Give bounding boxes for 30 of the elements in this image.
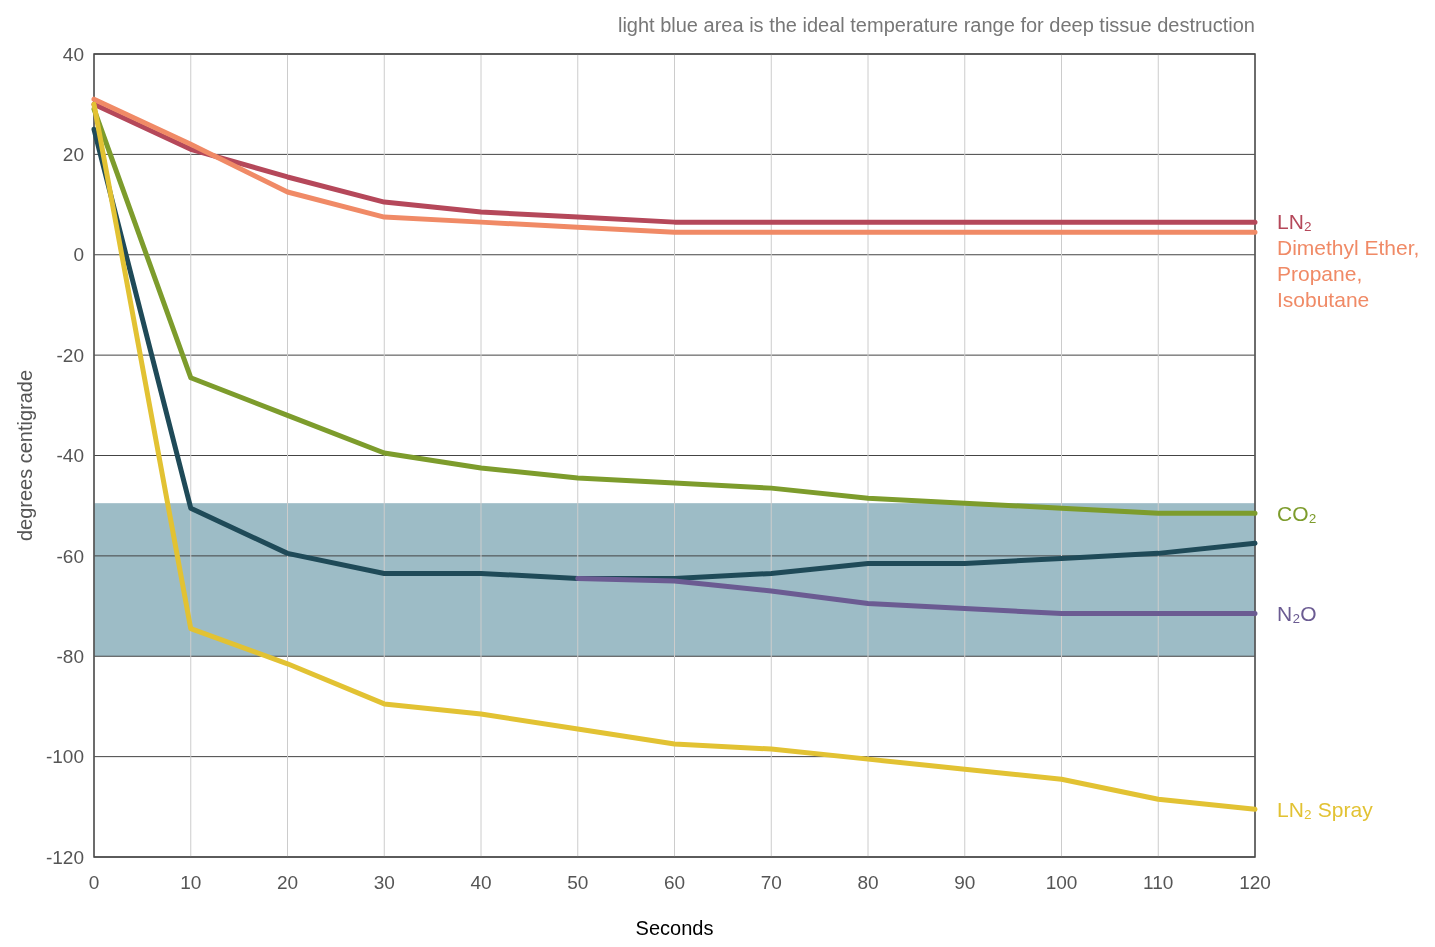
x-tick-label: 30 — [373, 872, 395, 893]
y-tick-label: -100 — [45, 746, 84, 768]
series-label: Dimethyl Ether, Propane, Isobutane — [1277, 236, 1420, 312]
x-tick-label: 20 — [276, 872, 299, 893]
x-tick-label: 70 — [760, 872, 782, 893]
y-axis-title: degrees centigrade — [14, 369, 36, 542]
x-tick-label: 60 — [663, 872, 686, 893]
series-label: N₂O — [1277, 601, 1317, 625]
x-axis-title: Seconds — [635, 917, 714, 939]
x-tick-label: 50 — [567, 872, 589, 893]
x-tick-label: 10 — [180, 872, 202, 893]
x-tick-label: 100 — [1045, 872, 1078, 893]
text: light blue area is the ideal temperature range for deep tissue destruction — [617, 14, 1255, 36]
y-tick-label: 0 — [73, 244, 84, 266]
y-tick-label: -20 — [56, 344, 84, 366]
x-tick-label: 110 — [1143, 872, 1174, 893]
y-tick-label: -60 — [56, 545, 84, 567]
y-tick-label: -40 — [56, 445, 84, 467]
y-tick-label: -120 — [45, 846, 84, 868]
x-tick-label: 40 — [470, 872, 492, 893]
series-label: LN₂ — [1277, 210, 1312, 234]
y-tick-label: -80 — [56, 645, 84, 667]
y-tick-label: 20 — [62, 144, 84, 166]
series-label: LN₂ Spray — [1277, 797, 1374, 821]
x-tick-label: 90 — [954, 872, 976, 893]
series-label: CO₂ — [1277, 501, 1317, 525]
x-tick-label: 120 — [1239, 872, 1271, 893]
y-tick-label: 40 — [62, 43, 84, 65]
x-tick-label: 80 — [857, 872, 879, 893]
x-tick-label: 0 — [88, 872, 100, 893]
